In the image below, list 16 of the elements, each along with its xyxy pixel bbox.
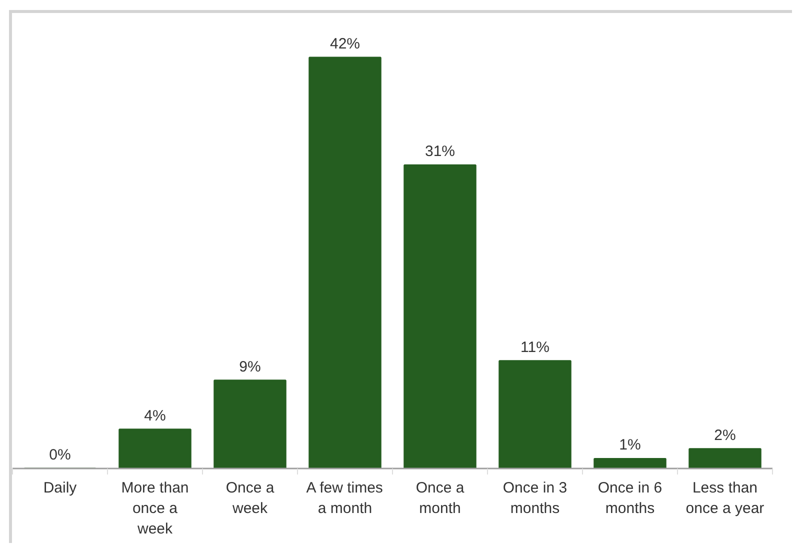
data-label: 9%: [239, 358, 261, 376]
data-label: 2%: [714, 426, 736, 444]
x-tick-label: Less than once a year: [686, 480, 764, 517]
data-label: 1%: [619, 436, 641, 454]
data-label: 4%: [144, 407, 166, 424]
x-tick-label: Once a month: [416, 480, 465, 517]
data-label: 0%: [49, 446, 71, 464]
x-tick-label: Once a week: [226, 480, 275, 517]
x-tick-label: Daily: [43, 480, 78, 496]
x-tick-label: Once in 3 months: [502, 480, 568, 517]
x-tick-label: Once in 6 months: [598, 480, 662, 517]
x-tick-label: A few times a month: [306, 480, 383, 517]
data-label: 31%: [424, 143, 456, 160]
x-tick-label: More than once a week: [121, 480, 189, 538]
data-label: 42%: [330, 35, 360, 52]
data-label: 11%: [520, 338, 550, 356]
